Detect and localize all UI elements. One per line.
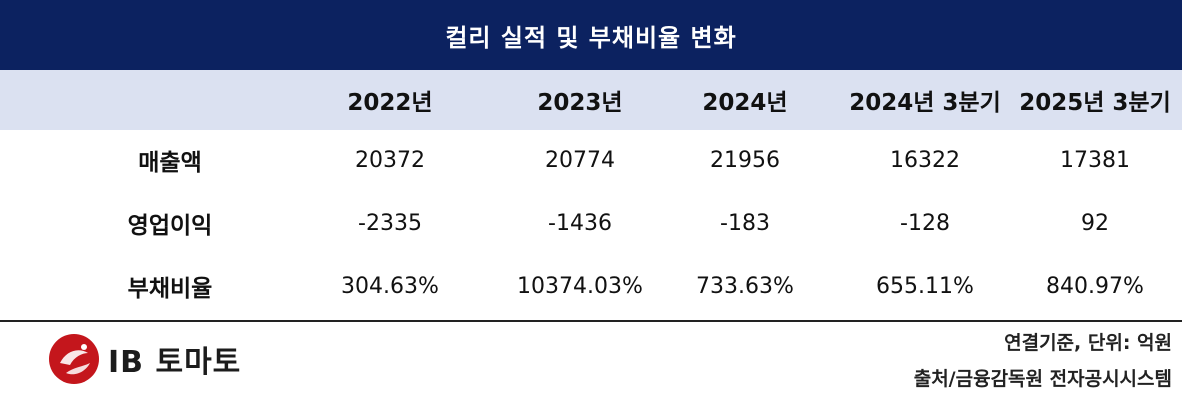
table-cell: 655.11%	[876, 273, 974, 299]
table-cell: 92	[1081, 210, 1109, 236]
table-row: 부채비율 304.63% 10374.03% 733.63% 655.11% 8…	[0, 256, 1182, 316]
row-label-revenue: 매출액	[138, 150, 202, 176]
table-title: 컬리 실적 및 부채비율 변화	[445, 23, 737, 52]
table-cell: 17381	[1060, 147, 1130, 173]
table-cell: 20372	[355, 147, 425, 173]
row-label-debt-ratio: 부채비율	[127, 276, 213, 302]
column-header-2025-q3: 2025년 3분기	[1019, 90, 1171, 116]
column-header-2023: 2023년	[537, 90, 623, 116]
table-cell: -1436	[548, 210, 612, 236]
table-cell: 10374.03%	[517, 273, 643, 299]
ib-tomato-logo: IB 토마토	[48, 330, 241, 388]
tomato-logo-icon	[49, 334, 99, 384]
column-header-row: 2022년 2023년 2024년 2024년 3분기 2025년 3분기	[0, 70, 1182, 130]
unit-note: 연결기준, 단위: 억원	[1004, 332, 1172, 354]
footer-divider	[0, 320, 1182, 322]
column-header-2022: 2022년	[347, 90, 433, 116]
table-cell: 840.97%	[1046, 273, 1144, 299]
table-cell: -183	[720, 210, 770, 236]
table-row: 매출액 20372 20774 21956 16322 17381	[0, 130, 1182, 190]
table-cell: 20774	[545, 147, 615, 173]
source-note: 출처/금융감독원 전자공시시스템	[913, 368, 1172, 390]
table-cell: 733.63%	[696, 273, 794, 299]
table-cell: -2335	[358, 210, 422, 236]
column-header-2024-q3: 2024년 3분기	[849, 90, 1001, 116]
logo-text: IB 토마토	[108, 345, 242, 380]
table-cell: -128	[900, 210, 950, 236]
table-cell: 16322	[890, 147, 960, 173]
table-title-bar: 컬리 실적 및 부채비율 변화	[0, 0, 1182, 70]
table-row: 영업이익 -2335 -1436 -183 -128 92	[0, 193, 1182, 253]
table-cell: 21956	[710, 147, 780, 173]
row-label-operating-profit: 영업이익	[127, 213, 213, 239]
column-header-2024: 2024년	[702, 90, 788, 116]
table-cell: 304.63%	[341, 273, 439, 299]
